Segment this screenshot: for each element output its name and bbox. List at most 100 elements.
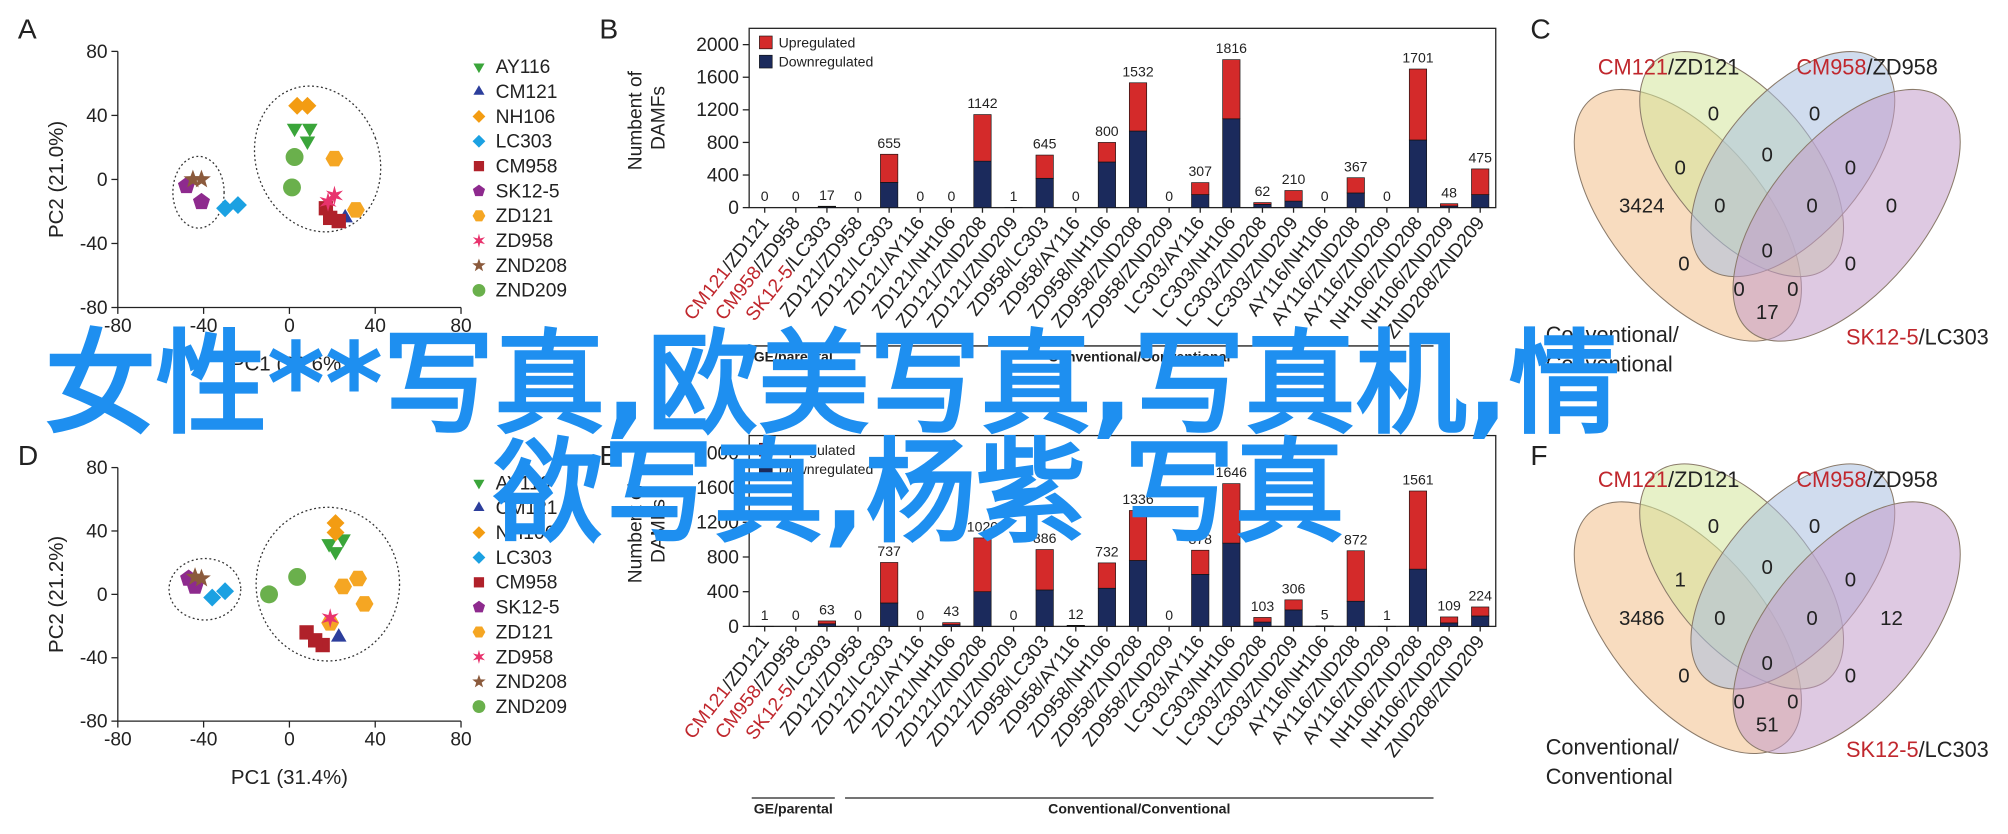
point xyxy=(325,150,344,167)
bar-segment xyxy=(1284,200,1303,208)
legend-marker xyxy=(473,501,485,511)
venn-count: 17 xyxy=(1756,301,1779,324)
venn-count: 0 xyxy=(1809,515,1820,538)
legend-label: AY116 xyxy=(496,57,551,78)
bar-segment xyxy=(973,160,992,208)
total-label: 732 xyxy=(1095,543,1119,559)
legend-marker xyxy=(472,649,486,664)
bar-segment xyxy=(1191,574,1210,627)
panel-label: D xyxy=(18,439,38,471)
bar-segment xyxy=(1253,202,1272,205)
y-axis-label: Numbent of DAMFs xyxy=(626,66,670,171)
bar-segment xyxy=(880,153,899,183)
point xyxy=(183,169,203,188)
y-tick-label: 80 xyxy=(86,42,107,63)
bar-segment xyxy=(942,622,961,625)
bar-segment xyxy=(1471,606,1490,617)
legend-label: LC303 xyxy=(496,548,553,569)
bar-segment xyxy=(1035,549,1054,591)
total-label: 43 xyxy=(944,603,960,619)
x-axis-label: PC1 (31.4%) xyxy=(231,766,348,789)
legend-label: LC303 xyxy=(496,132,553,153)
point xyxy=(260,585,279,604)
y-tick-label: 400 xyxy=(707,165,739,186)
venn-set-label: CM958/ZD958 xyxy=(1796,54,1938,79)
point xyxy=(216,582,235,601)
y-tick-label: 80 xyxy=(86,458,107,479)
venn-count: 3486 xyxy=(1619,607,1665,630)
venn-set-label: Conventional/Conventional xyxy=(1546,322,1680,376)
total-label: 0 xyxy=(854,188,862,204)
total-label: 0 xyxy=(947,188,955,204)
venn-count: 0 xyxy=(1806,195,1817,218)
bar-segment xyxy=(1440,616,1459,624)
bar-segment xyxy=(1284,190,1303,202)
total-label: 872 xyxy=(1344,531,1368,547)
x-tick-label: -80 xyxy=(104,316,132,337)
total-label: 17 xyxy=(819,187,835,203)
venn-count: 12 xyxy=(1880,607,1903,630)
bar-segment xyxy=(1097,587,1116,627)
bar-segment xyxy=(880,562,899,604)
bar-segment xyxy=(880,602,899,627)
total-label: 800 xyxy=(1095,123,1119,139)
total-label: 367 xyxy=(1344,158,1368,174)
venn-set-label: SK12-5/LC303 xyxy=(1846,737,1989,762)
bar-segment xyxy=(1128,510,1148,561)
legend-label: CM121 xyxy=(496,498,558,519)
x-tick-label: -80 xyxy=(104,729,132,750)
legend-marker xyxy=(472,551,486,564)
total-label: 1336 xyxy=(1122,491,1153,507)
total-label: 210 xyxy=(1282,171,1306,187)
venn-count: 51 xyxy=(1756,713,1779,736)
legend-marker xyxy=(472,184,486,197)
total-label: 1561 xyxy=(1402,472,1433,488)
venn-set-label: CM958/ZD958 xyxy=(1796,467,1938,492)
venn-count: 0 xyxy=(1762,144,1773,167)
legend-swatch xyxy=(759,442,773,457)
bar-segment xyxy=(1128,82,1148,132)
total-label: 0 xyxy=(761,188,769,204)
legend-label: ZND208 xyxy=(496,256,567,277)
legend-marker xyxy=(472,110,486,123)
y-tick-label: -80 xyxy=(80,298,108,319)
bar-segment xyxy=(1346,600,1365,627)
bar-segment xyxy=(1191,549,1210,575)
bar-segment xyxy=(1191,194,1210,208)
y-tick-label: 0 xyxy=(97,585,108,606)
bar-segment xyxy=(817,620,836,625)
point xyxy=(355,596,374,612)
total-label: 48 xyxy=(1441,184,1457,200)
total-label: 0 xyxy=(916,607,924,623)
bar-segment xyxy=(817,623,836,627)
point xyxy=(286,123,303,138)
bar-segment xyxy=(1284,599,1303,611)
point xyxy=(330,628,347,642)
legend-label: SK12-5 xyxy=(496,598,560,619)
bar-segment xyxy=(1066,625,1085,627)
point xyxy=(298,96,317,115)
y-axis-label: Numbent of DAMFs xyxy=(626,479,670,584)
bar-segment xyxy=(1346,550,1365,602)
y-tick-label: 800 xyxy=(707,547,739,568)
bar-segment xyxy=(1222,483,1241,544)
legend-label: NH106 xyxy=(496,107,556,128)
bar-segment xyxy=(1284,609,1303,627)
total-label: 1142 xyxy=(967,95,997,111)
bar-segment xyxy=(1346,192,1365,208)
total-label: 0 xyxy=(1165,607,1173,623)
legend-label: Downregulated xyxy=(779,54,874,70)
x-tick-label: 40 xyxy=(365,729,386,750)
point xyxy=(299,136,316,150)
bar-segment xyxy=(880,182,899,208)
x-tick-label: -40 xyxy=(190,316,218,337)
y-tick-label: 1200 xyxy=(696,100,739,121)
group-label: GE/parental xyxy=(754,800,833,816)
total-label: 63 xyxy=(819,602,835,618)
bar-segment xyxy=(1346,177,1365,194)
point xyxy=(192,568,211,587)
venn-set xyxy=(1732,501,1961,755)
y-tick-label: 1600 xyxy=(696,478,739,499)
legend-marker xyxy=(472,600,486,613)
venn-count: 0 xyxy=(1714,607,1725,630)
